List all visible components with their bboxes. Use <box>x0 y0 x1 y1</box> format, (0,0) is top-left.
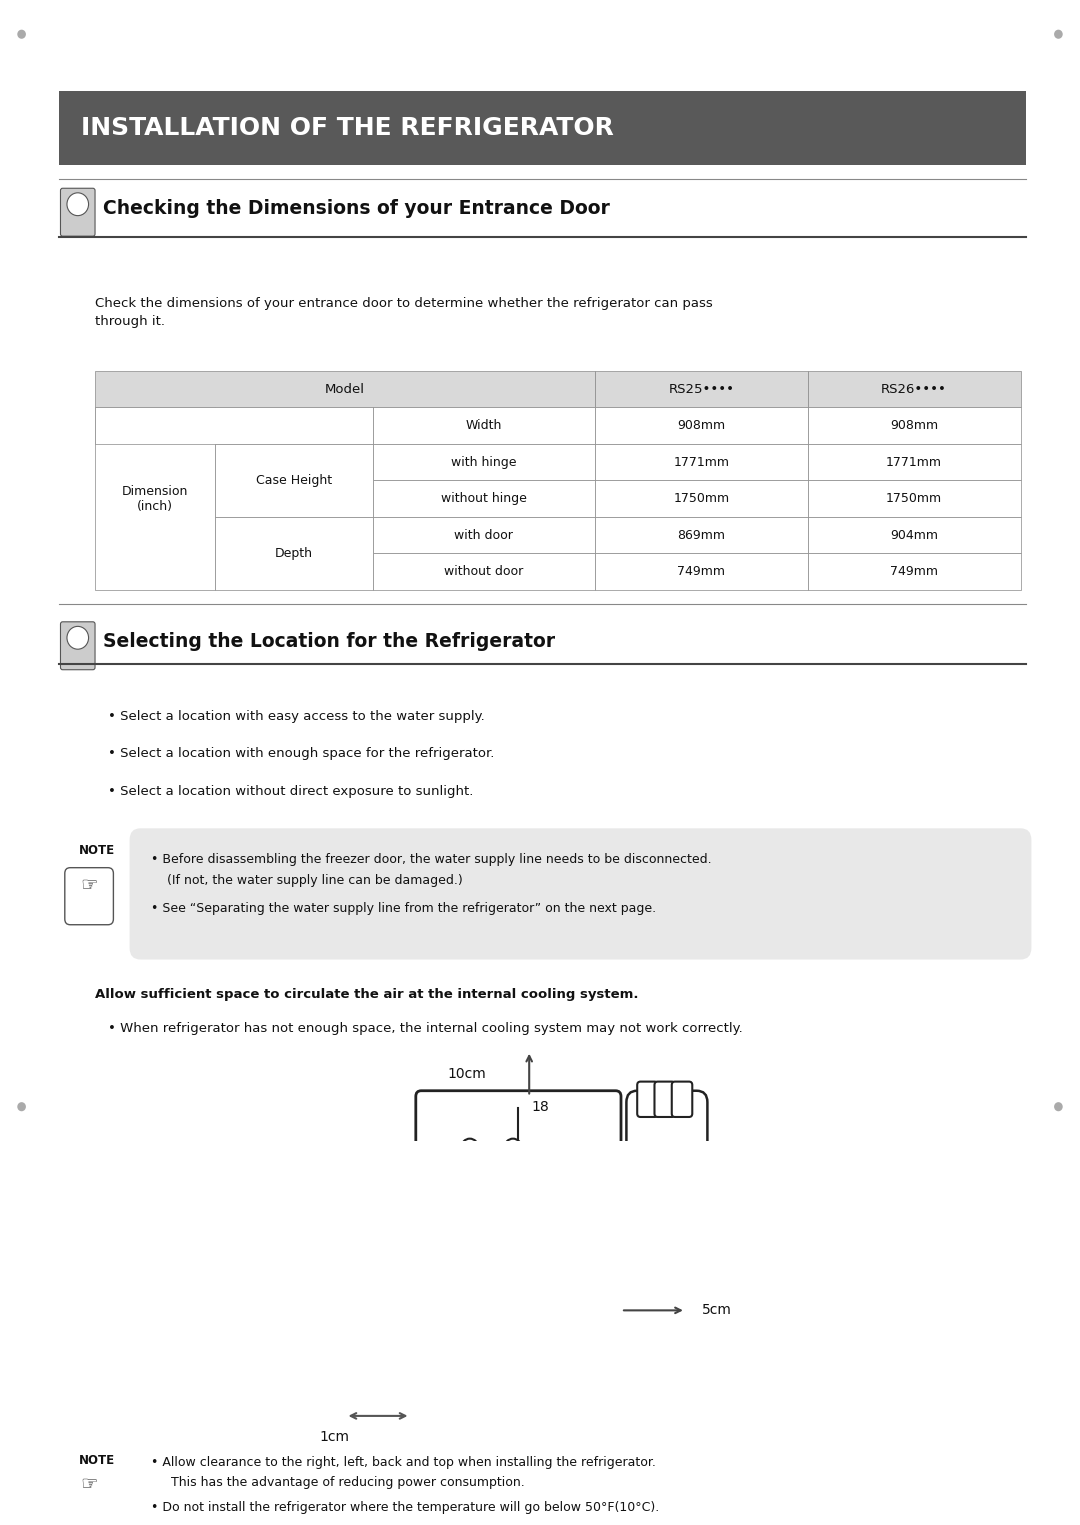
FancyBboxPatch shape <box>595 480 808 517</box>
Text: Selecting the Location for the Refrigerator: Selecting the Location for the Refrigera… <box>103 631 555 651</box>
Text: 908mm: 908mm <box>677 419 726 432</box>
FancyBboxPatch shape <box>373 407 595 444</box>
Text: ☞: ☞ <box>80 877 98 895</box>
Text: 908mm: 908mm <box>890 419 939 432</box>
Text: Case Height: Case Height <box>256 474 332 486</box>
Circle shape <box>1054 1103 1063 1112</box>
FancyBboxPatch shape <box>654 1081 675 1116</box>
Text: RS26••••: RS26•••• <box>881 383 947 395</box>
Text: Depth: Depth <box>275 547 313 560</box>
Text: Model: Model <box>325 383 365 395</box>
Circle shape <box>67 192 89 215</box>
Text: with door: with door <box>455 529 513 541</box>
Text: RS25••••: RS25•••• <box>669 383 734 395</box>
Text: Dimension
(inch): Dimension (inch) <box>122 485 188 512</box>
Text: without hinge: without hinge <box>441 493 527 505</box>
Text: NOTE: NOTE <box>79 1455 116 1467</box>
FancyBboxPatch shape <box>65 868 113 924</box>
Text: • Select a location with enough space for the refrigerator.: • Select a location with enough space fo… <box>108 747 495 761</box>
FancyBboxPatch shape <box>373 554 595 590</box>
Text: 1750mm: 1750mm <box>886 493 942 505</box>
FancyBboxPatch shape <box>65 1467 113 1523</box>
FancyBboxPatch shape <box>637 1081 658 1116</box>
Text: 1771mm: 1771mm <box>887 456 942 468</box>
FancyBboxPatch shape <box>808 517 1021 554</box>
Text: 749mm: 749mm <box>890 566 939 578</box>
Text: Check the dimensions of your entrance door to determine whether the refrigerator: Check the dimensions of your entrance do… <box>95 297 713 328</box>
Text: Width: Width <box>465 419 502 432</box>
FancyBboxPatch shape <box>808 480 1021 517</box>
FancyBboxPatch shape <box>345 1147 364 1182</box>
FancyBboxPatch shape <box>808 554 1021 590</box>
Text: • Before disassembling the freezer door, the water supply line needs to be disco: • Before disassembling the freezer door,… <box>151 854 712 866</box>
Text: 869mm: 869mm <box>677 529 726 541</box>
Text: 1771mm: 1771mm <box>673 456 729 468</box>
Text: This has the advantage of reducing power consumption.: This has the advantage of reducing power… <box>151 1476 525 1490</box>
FancyBboxPatch shape <box>595 444 808 480</box>
FancyBboxPatch shape <box>808 407 1021 444</box>
FancyBboxPatch shape <box>595 371 808 407</box>
FancyBboxPatch shape <box>430 1380 607 1405</box>
Text: ☞: ☞ <box>80 1475 98 1494</box>
FancyBboxPatch shape <box>60 188 95 236</box>
FancyBboxPatch shape <box>95 407 215 590</box>
FancyBboxPatch shape <box>595 517 808 554</box>
FancyBboxPatch shape <box>215 444 373 517</box>
FancyBboxPatch shape <box>626 1090 707 1182</box>
Text: 1cm: 1cm <box>320 1429 350 1444</box>
Circle shape <box>467 1144 473 1151</box>
Text: 1750mm: 1750mm <box>673 493 729 505</box>
Circle shape <box>17 29 26 38</box>
Text: INSTALLATION OF THE REFRIGERATOR: INSTALLATION OF THE REFRIGERATOR <box>81 116 613 140</box>
Text: • Select a location with easy access to the water supply.: • Select a location with easy access to … <box>108 709 485 723</box>
Circle shape <box>1054 29 1063 38</box>
FancyBboxPatch shape <box>319 1156 394 1260</box>
FancyBboxPatch shape <box>373 517 595 554</box>
FancyBboxPatch shape <box>361 1147 380 1182</box>
Text: 749mm: 749mm <box>677 566 726 578</box>
FancyBboxPatch shape <box>808 371 1021 407</box>
FancyBboxPatch shape <box>373 480 595 517</box>
FancyBboxPatch shape <box>595 407 808 444</box>
FancyBboxPatch shape <box>428 1283 469 1313</box>
Text: without door: without door <box>444 566 524 578</box>
Text: (If not, the water supply line can be damaged.): (If not, the water supply line can be da… <box>151 874 463 888</box>
Text: 18: 18 <box>531 1100 549 1113</box>
FancyBboxPatch shape <box>427 1202 470 1283</box>
Text: • When refrigerator has not enough space, the internal cooling system may not wo: • When refrigerator has not enough space… <box>108 1022 743 1035</box>
Text: Allow sufficient space to circulate the air at the internal cooling system.: Allow sufficient space to circulate the … <box>95 988 638 1000</box>
Circle shape <box>510 1144 516 1151</box>
Text: • See “Separating the water supply line from the refrigerator” on the next page.: • See “Separating the water supply line … <box>151 903 657 915</box>
FancyBboxPatch shape <box>59 92 1026 165</box>
Circle shape <box>461 1139 478 1157</box>
Circle shape <box>504 1139 522 1157</box>
Text: with hinge: with hinge <box>451 456 516 468</box>
Text: Checking the Dimensions of your Entrance Door: Checking the Dimensions of your Entrance… <box>103 200 609 218</box>
Text: NOTE: NOTE <box>79 843 116 857</box>
Text: 10cm: 10cm <box>447 1066 486 1081</box>
Text: • Select a location without direct exposure to sunlight.: • Select a location without direct expos… <box>108 785 473 798</box>
FancyBboxPatch shape <box>416 1090 621 1388</box>
FancyBboxPatch shape <box>808 444 1021 480</box>
FancyBboxPatch shape <box>130 828 1031 959</box>
FancyBboxPatch shape <box>95 407 373 444</box>
FancyBboxPatch shape <box>60 622 95 669</box>
FancyBboxPatch shape <box>130 1434 1031 1525</box>
Text: • Do not install the refrigerator where the temperature will go below 50°F(10°C): • Do not install the refrigerator where … <box>151 1502 660 1514</box>
FancyBboxPatch shape <box>215 517 373 590</box>
FancyBboxPatch shape <box>595 554 808 590</box>
Circle shape <box>17 1103 26 1112</box>
FancyBboxPatch shape <box>373 444 595 480</box>
Text: 904mm: 904mm <box>890 529 939 541</box>
FancyBboxPatch shape <box>328 1147 348 1182</box>
FancyBboxPatch shape <box>672 1081 692 1116</box>
FancyBboxPatch shape <box>95 371 595 407</box>
Text: 5cm: 5cm <box>702 1304 732 1318</box>
Circle shape <box>67 627 89 650</box>
Text: • Allow clearance to the right, left, back and top when installing the refrigera: • Allow clearance to the right, left, ba… <box>151 1456 656 1469</box>
